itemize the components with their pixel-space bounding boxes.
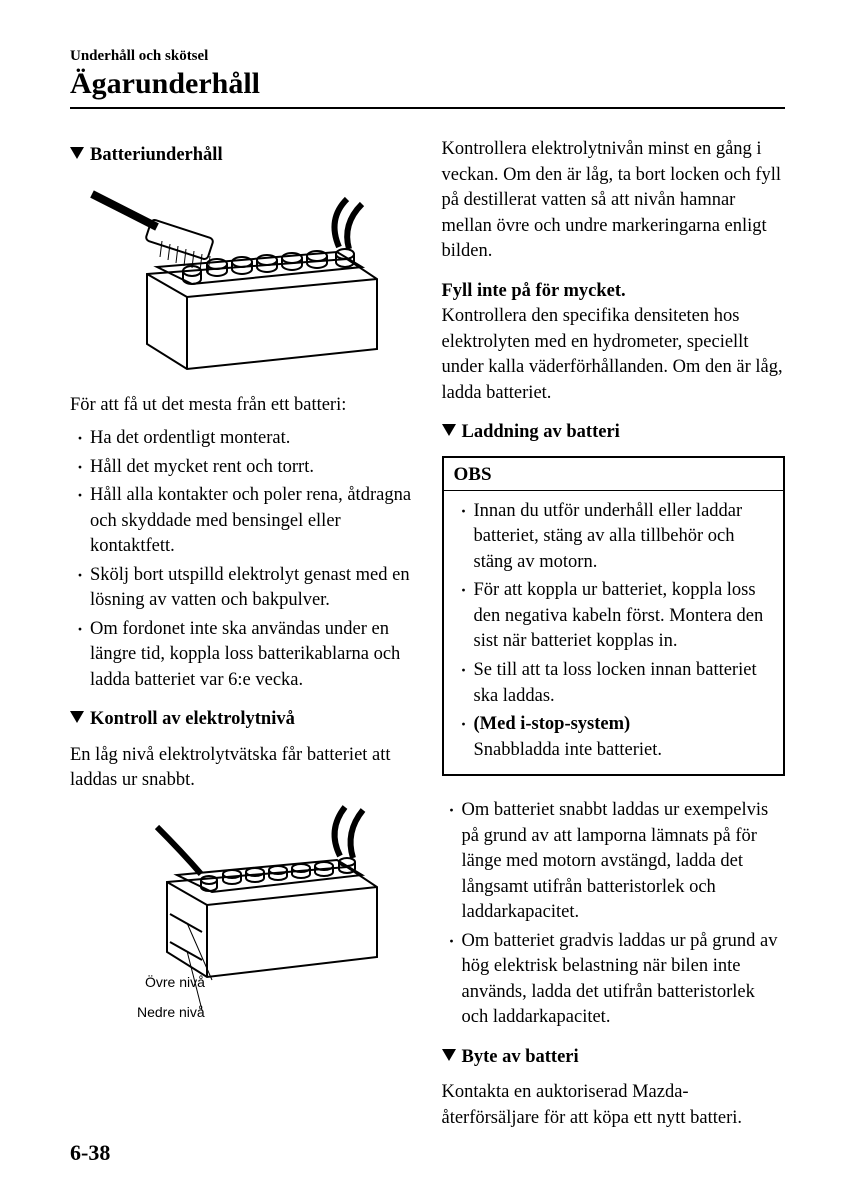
heading-replace: Byte av batteri [442, 1045, 786, 1071]
heading-battery-maintenance: Batteriunderhåll [70, 143, 414, 169]
section-header: Underhåll och skötsel [70, 48, 785, 65]
list-item: Innan du utför underhåll eller laddar ba… [454, 499, 774, 576]
density-text: Kontrollera den specifika densiteten hos… [442, 306, 783, 403]
list-item: Håll det mycket rent och torrt. [70, 455, 414, 481]
list-item: För att koppla ur batteriet, koppla loss… [454, 578, 774, 655]
label-lower-level: Nedre nivå [137, 1004, 205, 1020]
obs-title: OBS [444, 458, 784, 491]
page: Underhåll och skötsel Ägarunderhåll Batt… [0, 0, 845, 1200]
heading-electrolyte-check: Kontroll av elektrolytnivå [70, 707, 414, 733]
heading-text: Batteriunderhåll [90, 145, 223, 165]
heading-charging: Laddning av batteri [442, 420, 786, 446]
figure-battery-levels: Övre nivå Nedre nivå [87, 802, 397, 1032]
list-item: Håll alla kontakter och poler rena, åtdr… [70, 483, 414, 560]
right-column: Kontrollera elektrolytnivån minst en gån… [442, 137, 786, 1139]
content-columns: Batteriunderhåll [70, 137, 785, 1139]
list-item: Om fordonet inte ska användas under en l… [70, 617, 414, 694]
overfill-warning: Fyll inte på för mycket. Kontrollera den… [442, 279, 786, 407]
list-item: Om batteriet gradvis laddas ur på grund … [442, 929, 786, 1031]
heading-text: Byte av batteri [462, 1047, 579, 1067]
replace-text: Kontakta en auktoriserad Mazda-återförsä… [442, 1080, 786, 1131]
intro-text: För att få ut det mesta från ett batteri… [70, 393, 414, 419]
electrolyte-note: En låg nivå elektrolytvätska får batteri… [70, 743, 414, 794]
figure-battery-brush [87, 179, 397, 379]
list-item: Om batteriet snabbt laddas ur exempelvis… [442, 798, 786, 926]
tips-list: Ha det ordentligt monterat. Håll det myc… [70, 426, 414, 693]
left-column: Batteriunderhåll [70, 137, 414, 1139]
list-item: Ha det ordentligt monterat. [70, 426, 414, 452]
check-weekly-text: Kontrollera elektrolytnivån minst en gån… [442, 137, 786, 265]
istop-text: Snabbladda inte batteriet. [474, 740, 663, 760]
list-item: Se till att ta loss locken innan batteri… [454, 658, 774, 709]
istop-bold: (Med i-stop-system) [474, 714, 631, 734]
triangle-icon [442, 1049, 456, 1061]
page-number: 6-38 [70, 1140, 110, 1166]
obs-box: OBS Innan du utför underhåll eller ladda… [442, 456, 786, 776]
after-obs-list: Om batteriet snabbt laddas ur exempelvis… [442, 798, 786, 1031]
obs-body: Innan du utför underhåll eller laddar ba… [444, 491, 784, 774]
overfill-bold: Fyll inte på för mycket. [442, 281, 626, 301]
triangle-icon [442, 424, 456, 436]
list-item: Skölj bort utspilld elektrolyt genast me… [70, 563, 414, 614]
list-item: (Med i-stop-system) Snabbladda inte batt… [454, 712, 774, 763]
triangle-icon [70, 147, 84, 159]
label-upper-level: Övre nivå [145, 973, 205, 990]
heading-text: Kontroll av elektrolytnivå [90, 709, 295, 729]
page-title: Ägarunderhåll [70, 67, 785, 109]
triangle-icon [70, 711, 84, 723]
heading-text: Laddning av batteri [462, 422, 620, 442]
